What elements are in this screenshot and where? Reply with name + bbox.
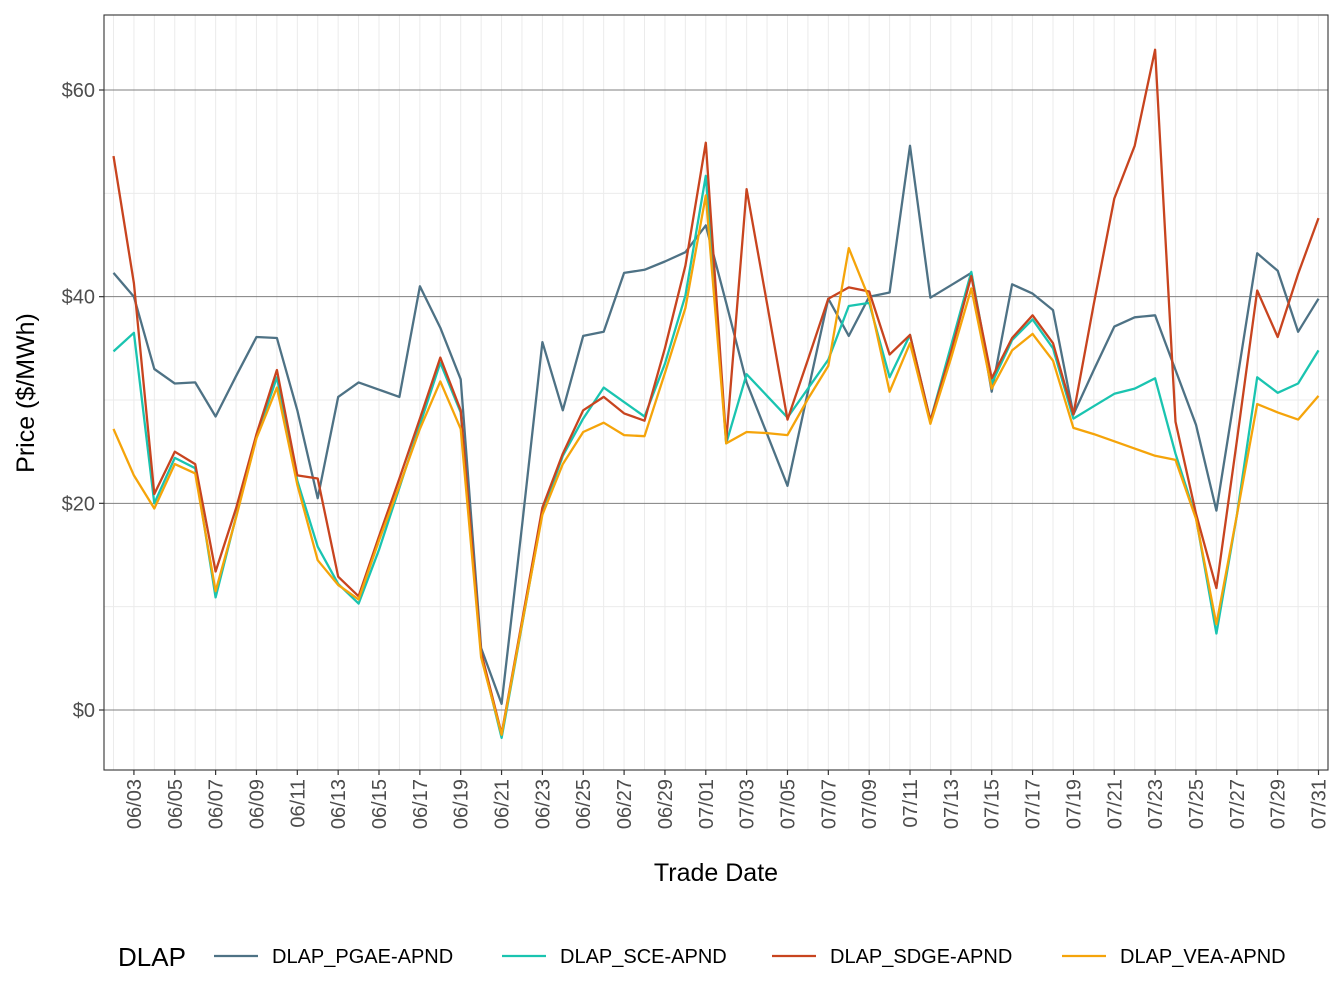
x-tick-label: 07/19	[1063, 779, 1085, 829]
series-lines	[112, 48, 1320, 740]
x-tick-label: 06/25	[573, 779, 595, 829]
x-tick-label: 07/25	[1186, 779, 1208, 829]
x-tick-label: 06/23	[532, 779, 554, 829]
series-line-DLAP_PGAE-APND	[112, 144, 1320, 705]
x-tick-label: 06/15	[369, 779, 391, 829]
x-tick-label: 07/09	[859, 779, 881, 829]
x-tick-label: 06/09	[246, 779, 268, 829]
x-axis-title: Trade Date	[654, 859, 778, 887]
x-axis: 06/03 06/05 06/07 06/09 06/11 06/13 06/15 06/17…	[124, 770, 1331, 829]
legend-label: DLAP_SDGE-APND	[830, 946, 1012, 968]
y-tick-label: $0	[73, 700, 95, 722]
x-tick-label: 07/27	[1227, 779, 1249, 829]
series-line-DLAP_SDGE-APND	[112, 48, 1320, 735]
x-tick-label: 07/03	[737, 779, 759, 829]
plot-panel-border	[103, 14, 1329, 771]
x-tick-label: 06/13	[328, 779, 350, 829]
legend-item: DLAP_SDGE-APND	[772, 946, 1012, 968]
x-tick-label: 06/21	[492, 779, 514, 829]
x-tick-label: 07/23	[1145, 779, 1167, 829]
x-tick-label: 07/15	[982, 779, 1004, 829]
x-tick-label: 07/01	[696, 779, 718, 829]
legend-label: DLAP_SCE-APND	[560, 946, 727, 968]
legend-title: DLAP	[118, 942, 186, 972]
x-tick-label: 07/31	[1309, 779, 1331, 829]
legend-item: DLAP_VEA-APND	[1062, 946, 1286, 968]
series-line-DLAP_VEA-APND	[112, 194, 1320, 736]
y-axis: $0 $20 $40 $60	[62, 80, 104, 722]
x-tick-label: 06/27	[614, 779, 636, 829]
x-tick-label: 06/11	[287, 779, 309, 828]
legend-item: DLAP_PGAE-APND	[214, 946, 453, 968]
legend-item: DLAP_SCE-APND	[502, 946, 727, 968]
y-tick-label: $40	[62, 287, 95, 309]
x-tick-label: 06/19	[451, 779, 473, 829]
x-tick-label: 07/13	[941, 779, 963, 829]
x-tick-label: 06/07	[206, 779, 228, 829]
x-tick-label: 07/05	[777, 779, 799, 829]
legend: DLAP DLAP_PGAE-APND DLAP_SCE-APND DLAP_SDG…	[118, 942, 1286, 972]
y-axis-title: Price ($/MWh)	[12, 313, 40, 473]
y-tick-label: $20	[62, 493, 95, 515]
x-tick-label: 06/03	[124, 779, 146, 829]
y-tick-label: $60	[62, 80, 95, 102]
x-tick-label: 07/07	[818, 779, 840, 829]
legend-label: DLAP_PGAE-APND	[272, 946, 453, 968]
legend-label: DLAP_VEA-APND	[1120, 946, 1286, 968]
x-tick-label: 07/11	[900, 779, 922, 828]
minor-gridlines	[104, 15, 1328, 770]
x-tick-label: 06/29	[655, 779, 677, 829]
x-tick-label: 07/21	[1104, 779, 1126, 829]
x-tick-label: 07/17	[1023, 779, 1045, 829]
x-tick-label: 07/29	[1268, 779, 1290, 829]
x-tick-label: 06/05	[165, 779, 187, 829]
x-tick-label: 06/17	[410, 779, 432, 829]
